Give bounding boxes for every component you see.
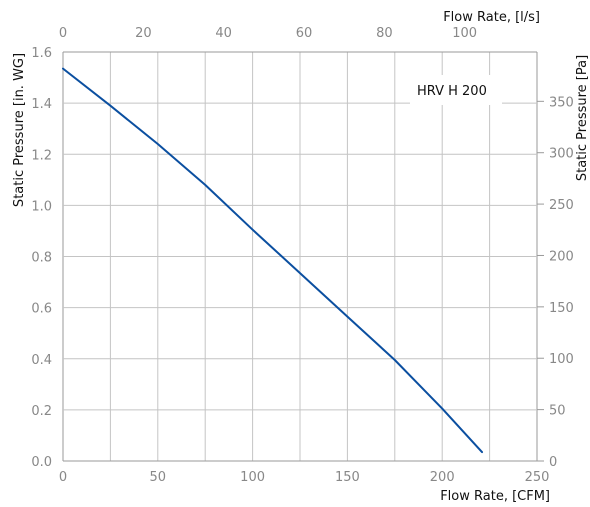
y-tick-label: 1.0 [31, 199, 52, 214]
x-tick-label: 0 [59, 470, 67, 485]
y-axis-title-left: Static Pressure [in. WG] [12, 53, 27, 207]
x-axis-title-bottom: Flow Rate, [CFM] [440, 489, 550, 504]
series-layer [62, 67, 483, 454]
x-tick-label: 250 [525, 470, 550, 485]
series-line [62, 67, 483, 454]
x-tick-label: 150 [335, 470, 360, 485]
y-right-tick-label: 300 [549, 147, 574, 162]
y-right-tick-label: 200 [549, 249, 574, 264]
series-label: HRV H 200 [417, 84, 487, 99]
y-axis-title-right: Static Pressure [Pa] [575, 55, 590, 181]
x-tick-label: 50 [150, 470, 167, 485]
y-tick-label: 0.2 [31, 404, 52, 419]
grid [62, 51, 538, 462]
x-top-tick-label: 80 [376, 26, 393, 41]
y-tick-label: 1.6 [31, 46, 52, 61]
y-tick-label: 0.0 [31, 455, 52, 470]
y-tick-label: 0.6 [31, 302, 52, 317]
series-label-box: HRV H 200 [410, 75, 502, 105]
y-right-tick-label: 350 [549, 95, 574, 110]
y-tick-label: 1.4 [31, 97, 52, 112]
y-right-tick-label: 150 [549, 301, 574, 316]
y-right-tick-label: 50 [549, 404, 566, 419]
y-tick-label: 1.2 [31, 148, 52, 163]
x-tick-label: 100 [240, 470, 265, 485]
x-top-tick-label: 60 [296, 26, 313, 41]
x-top-tick-label: 40 [215, 26, 232, 41]
y-right-tick-label: 0 [549, 455, 557, 470]
y-right-tick-label: 100 [549, 352, 574, 367]
x-ticks-bottom: 0 50 100 150 200 250 [59, 470, 550, 485]
x-top-tick-label: 100 [452, 26, 477, 41]
x-ticks-top: 0 20 40 60 80 100 [59, 26, 477, 41]
x-tick-label: 200 [430, 470, 455, 485]
y-right-tick-label: 250 [549, 198, 574, 213]
y-ticks-right: 0 50 100 150 200 250 300 350 [537, 95, 574, 470]
series-label-background [410, 75, 502, 105]
x-axis-title-top: Flow Rate, [l/s] [443, 10, 540, 25]
y-tick-label: 0.8 [31, 251, 52, 266]
y-tick-label: 0.4 [31, 353, 52, 368]
y-ticks-left: 0.0 0.2 0.4 0.6 0.8 1.0 1.2 1.4 1.6 [31, 46, 52, 470]
x-top-tick-label: 0 [59, 26, 67, 41]
x-top-tick-label: 20 [135, 26, 152, 41]
